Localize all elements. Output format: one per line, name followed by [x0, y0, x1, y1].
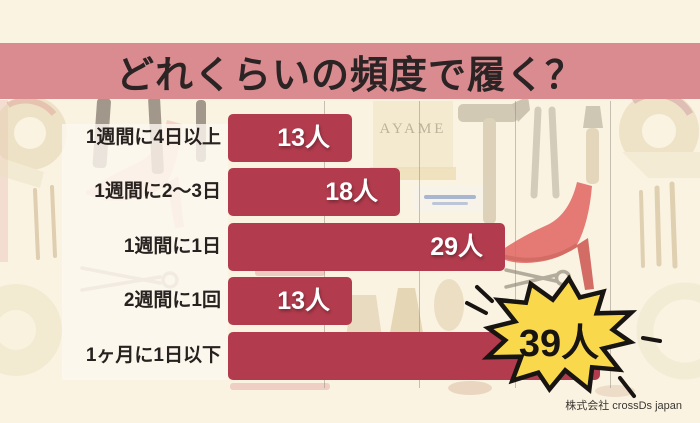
bar: 29人: [228, 223, 505, 271]
bar-value-label: 13人: [277, 124, 330, 152]
bar-row: 1週間に1日 29人: [0, 223, 700, 271]
category-label: 1ヶ月に1日以下: [85, 345, 221, 366]
hammer-icon: [458, 96, 530, 224]
tape-roll-top-left-icon: [0, 96, 67, 188]
category-label: 1週間に2〜3日: [94, 181, 221, 202]
bar-row: 1週間に4日以上 13人: [0, 114, 700, 162]
bar-value-label: 18人: [325, 178, 378, 206]
gridline: [610, 101, 611, 388]
label-box: [414, 186, 486, 212]
nippers-vertical-icon: [530, 106, 560, 199]
stick-icons-right: [639, 181, 678, 269]
brush-right-icon: [583, 106, 603, 184]
title-banner: どれくらいの頻度で履く？: [0, 43, 700, 99]
page-title: どれくらいの頻度で履く？: [115, 54, 584, 97]
category-label: 1週間に4日以上: [85, 127, 221, 148]
gridline: [515, 101, 516, 388]
footer-credit: 株式会社 crossDs japan: [565, 400, 682, 412]
bar: 13人: [228, 114, 352, 162]
tape-roll-bottom-left-icon: [0, 284, 62, 376]
bar-value-label: 29人: [430, 233, 483, 261]
pink-strip: [0, 100, 8, 262]
starburst-badge: 39人: [455, 265, 670, 410]
ring-bottom-right-icon: [636, 282, 700, 380]
category-label: 1週間に1日: [123, 236, 221, 257]
background-brand-text: AYAME: [380, 121, 447, 137]
awl-icons-left: [33, 185, 57, 260]
category-label-panel: [62, 124, 228, 380]
category-label: 2週間に1回: [123, 290, 221, 311]
starburst-shape: [465, 274, 662, 398]
bar-value-label: 13人: [277, 287, 330, 315]
badge-value-label: 39人: [518, 323, 600, 365]
bar-row: 2週間に1回 13人: [0, 277, 700, 325]
tape-roll-top-right-icon: [619, 90, 700, 178]
bar: 18人: [228, 168, 400, 216]
bar: 13人: [228, 277, 352, 325]
bar-row: 1週間に2〜3日 18人: [0, 168, 700, 216]
emphasis-strokes: [465, 285, 662, 398]
